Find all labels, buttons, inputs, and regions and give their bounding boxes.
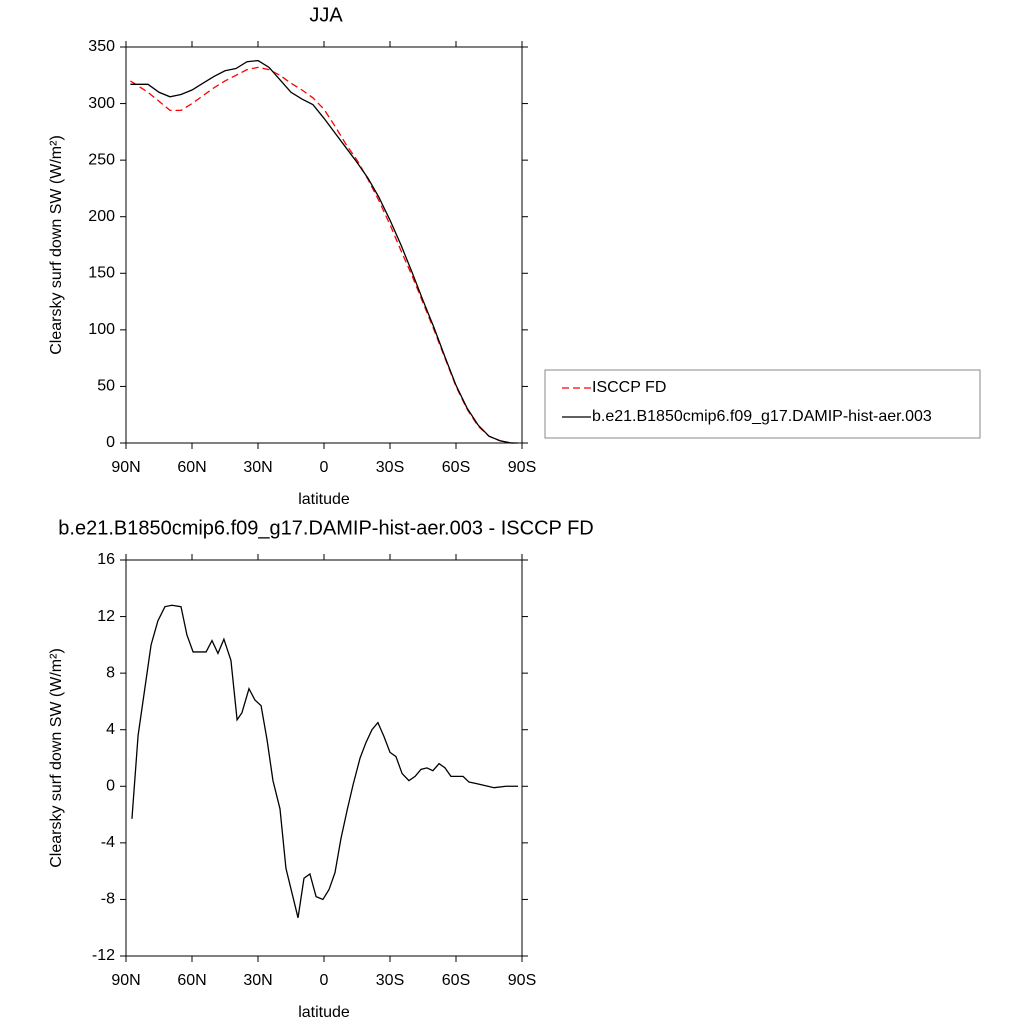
y-tick-label: -4: [101, 834, 115, 851]
y-tick-label: 12: [97, 608, 115, 625]
y-tick-label: 250: [88, 151, 115, 168]
y-tick-label: 50: [97, 378, 115, 395]
data-line: [130, 66, 518, 444]
x-tick-label: 30N: [243, 459, 272, 476]
x-axis-label: latitude: [298, 1004, 350, 1021]
x-tick-label: 90N: [111, 459, 140, 476]
data-line: [130, 59, 518, 444]
x-axis-label: latitude: [298, 491, 350, 508]
y-tick-label: 100: [88, 321, 115, 338]
x-tick-label: 0: [320, 972, 329, 989]
data-line: [131, 604, 519, 918]
x-tick-label: 30S: [376, 459, 404, 476]
chart-title: JJA: [309, 4, 343, 26]
y-tick-label: 0: [106, 434, 115, 451]
y-axis-label: Clearsky surf down SW (W/m²): [48, 648, 65, 868]
y-tick-label: 150: [88, 265, 115, 282]
chart-title: b.e21.B1850cmip6.f09_g17.DAMIP-hist-aer.…: [58, 517, 593, 539]
x-tick-label: 60N: [177, 972, 206, 989]
plot-frame: [125, 559, 523, 957]
y-tick-label: 0: [106, 778, 115, 795]
y-tick-label: -12: [92, 947, 115, 964]
y-tick-label: -8: [101, 891, 115, 908]
x-tick-label: 30S: [376, 972, 404, 989]
x-tick-label: 60N: [177, 459, 206, 476]
y-axis-label: Clearsky surf down SW (W/m²): [48, 135, 65, 355]
y-tick-label: 350: [88, 38, 115, 55]
legend-label: b.e21.B1850cmip6.f09_g17.DAMIP-hist-aer.…: [592, 408, 932, 425]
y-tick-label: 8: [106, 664, 115, 681]
x-tick-label: 30N: [243, 972, 272, 989]
plot-frame: [125, 46, 523, 444]
y-tick-label: 16: [97, 551, 115, 568]
legend-box: [544, 369, 981, 439]
x-tick-label: 90N: [111, 972, 140, 989]
x-tick-label: 60S: [442, 972, 470, 989]
y-tick-label: 4: [106, 721, 115, 738]
y-tick-label: 300: [88, 95, 115, 112]
x-tick-label: 90S: [508, 972, 536, 989]
legend-label: ISCCP FD: [592, 379, 666, 396]
x-tick-label: 60S: [442, 459, 470, 476]
x-tick-label: 0: [320, 459, 329, 476]
y-tick-label: 200: [88, 208, 115, 225]
x-tick-label: 90S: [508, 459, 536, 476]
